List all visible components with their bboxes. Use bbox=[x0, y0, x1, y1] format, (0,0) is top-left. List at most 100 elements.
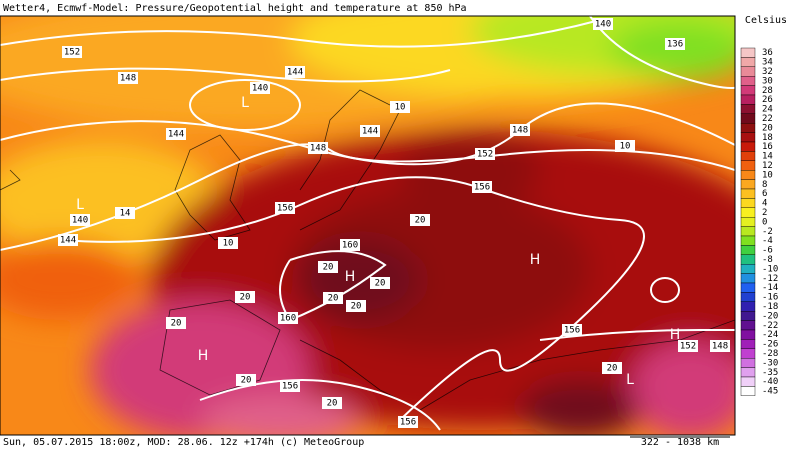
contour-label: 144 bbox=[362, 127, 378, 137]
title: Wetter4, Ecmwf-Model: Pressure/Geopotent… bbox=[3, 3, 467, 14]
colorbar-swatch bbox=[740, 282, 756, 293]
contour-label: 156 bbox=[277, 204, 293, 214]
contour-label: 20 bbox=[375, 279, 386, 289]
colorbar-swatch bbox=[740, 245, 756, 255]
contour-label-bg bbox=[340, 239, 360, 251]
colorbar-label: -28 bbox=[762, 349, 778, 359]
contour-label-bg bbox=[346, 300, 366, 312]
contour-label: 160 bbox=[342, 241, 358, 251]
contour-label-bg bbox=[593, 18, 613, 30]
contour-label-bg bbox=[308, 142, 328, 154]
legend-unit: Celsius bbox=[745, 15, 787, 26]
contour-label-bg bbox=[58, 234, 78, 246]
contour-label-bg bbox=[115, 207, 135, 219]
contour-label-bg bbox=[322, 397, 342, 409]
colorbar-swatch bbox=[740, 160, 756, 171]
colorbar-swatch bbox=[740, 75, 756, 86]
colorbar-label: -22 bbox=[762, 321, 778, 331]
contour-label: 20 bbox=[328, 294, 339, 304]
contour-label: 20 bbox=[327, 399, 338, 409]
colorbar-label: -12 bbox=[762, 274, 778, 284]
colorbar-label: -24 bbox=[762, 330, 778, 340]
colorbar-swatch bbox=[740, 329, 756, 340]
contour-label: 14 bbox=[120, 209, 131, 219]
contour-label-bg bbox=[166, 128, 186, 140]
colorbar-swatch bbox=[740, 311, 756, 321]
colorbar-label: -4 bbox=[762, 236, 773, 246]
colorbar-label: 4 bbox=[762, 199, 767, 209]
contour-label-bg bbox=[602, 362, 622, 374]
colorbar-swatch bbox=[740, 226, 756, 237]
colorbar-label: -45 bbox=[762, 387, 778, 397]
contour-label: 144 bbox=[60, 236, 76, 246]
colorbar-label: 6 bbox=[762, 189, 767, 199]
pressure-center: L bbox=[76, 197, 84, 213]
contour-label-bg bbox=[235, 291, 255, 303]
contour-label: 144 bbox=[168, 130, 184, 140]
contour-label: 156 bbox=[282, 382, 298, 392]
contour-label: 20 bbox=[241, 376, 252, 386]
colorbar-swatch bbox=[740, 47, 756, 58]
colorbar-label: -16 bbox=[762, 293, 778, 303]
colorbar-label: 12 bbox=[762, 161, 773, 171]
contour-label-bg bbox=[390, 101, 410, 113]
colorbar-swatch bbox=[740, 273, 756, 284]
contour-label: 20 bbox=[171, 319, 182, 329]
colorbar-swatch bbox=[740, 188, 756, 199]
contour-label: 148 bbox=[120, 74, 136, 84]
colorbar-swatch bbox=[740, 141, 756, 152]
contour-label: 148 bbox=[310, 144, 326, 154]
colorbar-label: -20 bbox=[762, 311, 778, 321]
colorbar-swatch bbox=[740, 169, 756, 180]
contour-label-bg bbox=[678, 340, 698, 352]
colorbar-swatch bbox=[740, 104, 756, 115]
colorbar-label: -40 bbox=[762, 377, 778, 387]
colorbar-label: 10 bbox=[762, 170, 773, 180]
contour-label-bg bbox=[323, 292, 343, 304]
colorbar-label: 34 bbox=[762, 58, 773, 68]
contour-label: 20 bbox=[607, 364, 618, 374]
contour-label-bg bbox=[166, 317, 186, 329]
contour-label-bg bbox=[510, 124, 530, 136]
contour-label-bg bbox=[475, 148, 495, 160]
contour-label-bg bbox=[472, 181, 492, 193]
colorbar-swatch bbox=[740, 301, 756, 312]
contour-label-bg bbox=[280, 380, 300, 392]
contour-label: 156 bbox=[474, 183, 490, 193]
colorbar-swatch bbox=[740, 66, 756, 77]
contour-label: 10 bbox=[395, 103, 406, 113]
contour-label: 20 bbox=[415, 216, 426, 226]
colorbar-label: 2 bbox=[762, 208, 767, 218]
colorbar-label: -18 bbox=[762, 302, 778, 312]
footer-info: Sun, 05.07.2015 18:00z, MOD: 28.06. 12z … bbox=[3, 437, 364, 448]
contour-label-bg bbox=[562, 324, 582, 336]
contour-label-bg bbox=[218, 237, 238, 249]
colorbar-label: 8 bbox=[762, 180, 767, 190]
colorbar-swatch bbox=[740, 264, 756, 274]
contour-label-bg bbox=[360, 125, 380, 137]
colorbar-swatch bbox=[740, 367, 756, 378]
contour-label-bg bbox=[665, 38, 685, 50]
colorbar-swatch bbox=[740, 151, 756, 161]
contour-label-bg bbox=[615, 140, 635, 152]
colorbar-label: 26 bbox=[762, 95, 773, 105]
map-frame bbox=[0, 15, 736, 436]
contour-label-bg bbox=[275, 202, 295, 214]
colorbar-label: 22 bbox=[762, 114, 773, 124]
pressure-center: H bbox=[198, 348, 209, 364]
contour-label: 144 bbox=[287, 68, 303, 78]
colorbar-swatch bbox=[740, 216, 756, 227]
colorbar-swatch bbox=[740, 113, 756, 124]
colorbar-swatch bbox=[740, 348, 756, 359]
contour-label: 10 bbox=[620, 142, 631, 152]
contour-label-bg bbox=[370, 277, 390, 289]
scale-label: 322 - 1038 km bbox=[641, 437, 719, 448]
contour-label-bg bbox=[285, 66, 305, 78]
contour-label: 148 bbox=[712, 342, 728, 352]
contour-label: 152 bbox=[64, 48, 80, 58]
colorbar-label: 0 bbox=[762, 217, 767, 227]
colorbar-label: 36 bbox=[762, 48, 773, 58]
pressure-center: H bbox=[530, 252, 541, 268]
